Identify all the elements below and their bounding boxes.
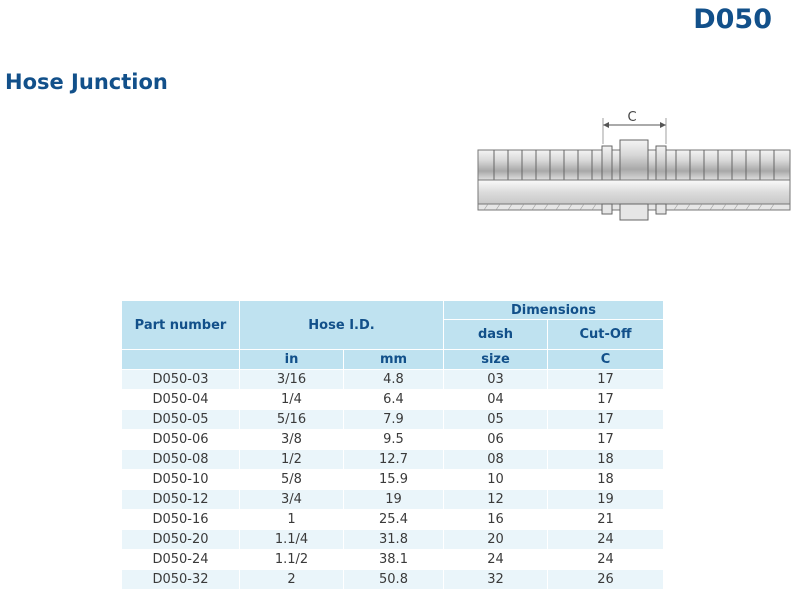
table-row: D050-06 3/8 9.5 06 17 bbox=[121, 429, 664, 450]
cell-hose-mm: 7.9 bbox=[343, 409, 444, 430]
cell-hose-in: 5/8 bbox=[239, 469, 344, 490]
cell-cut-off: 19 bbox=[547, 489, 664, 510]
cell-cut-off: 21 bbox=[547, 509, 664, 530]
cell-part-number: D050-06 bbox=[121, 429, 240, 450]
cell-hose-mm: 12.7 bbox=[343, 449, 444, 470]
subheader-c: C bbox=[547, 349, 664, 370]
cell-hose-in: 2 bbox=[239, 569, 344, 590]
table-row: D050-10 5/8 15.9 10 18 bbox=[121, 469, 664, 490]
dimension-c-label: C bbox=[627, 110, 636, 125]
cell-cut-off: 17 bbox=[547, 429, 664, 450]
table-row: D050-20 1.1/4 31.8 20 24 bbox=[121, 529, 664, 550]
hose-junction-drawing: C bbox=[477, 110, 791, 221]
cell-part-number: D050-12 bbox=[121, 489, 240, 510]
cell-hose-in: 1 bbox=[239, 509, 344, 530]
cell-hose-mm: 38.1 bbox=[343, 549, 444, 570]
cell-hose-in: 1/2 bbox=[239, 449, 344, 470]
cell-hose-mm: 25.4 bbox=[343, 509, 444, 530]
cell-part-number: D050-32 bbox=[121, 569, 240, 590]
cell-dash-size: 06 bbox=[443, 429, 548, 450]
header-cut-off: Cut-Off bbox=[547, 319, 664, 350]
table-row: D050-12 3/4 19 12 19 bbox=[121, 489, 664, 510]
cell-dash-size: 16 bbox=[443, 509, 548, 530]
cell-part-number: D050-24 bbox=[121, 549, 240, 570]
page-title: Hose Junction bbox=[5, 70, 168, 94]
cell-cut-off: 17 bbox=[547, 409, 664, 430]
cell-hose-in: 1.1/4 bbox=[239, 529, 344, 550]
cell-hose-in: 1/4 bbox=[239, 389, 344, 410]
spec-table: Part number Hose I.D. Dimensions dash Cu… bbox=[121, 300, 664, 590]
cell-dash-size: 24 bbox=[443, 549, 548, 570]
product-code: D050 bbox=[693, 4, 772, 35]
table-row: D050-05 5/16 7.9 05 17 bbox=[121, 409, 664, 430]
cell-dash-size: 20 bbox=[443, 529, 548, 550]
table-row: D050-32 2 50.8 32 26 bbox=[121, 569, 664, 590]
cell-part-number: D050-04 bbox=[121, 389, 240, 410]
table-row: D050-03 3/16 4.8 03 17 bbox=[121, 369, 664, 390]
cell-cut-off: 24 bbox=[547, 529, 664, 550]
cell-part-number: D050-03 bbox=[121, 369, 240, 390]
subheader-blank bbox=[121, 349, 240, 370]
table-row: D050-08 1/2 12.7 08 18 bbox=[121, 449, 664, 470]
cell-part-number: D050-08 bbox=[121, 449, 240, 470]
header-part-number: Part number bbox=[121, 300, 240, 350]
cell-hose-in: 3/8 bbox=[239, 429, 344, 450]
table-row: D050-24 1.1/2 38.1 24 24 bbox=[121, 549, 664, 570]
header-dash: dash bbox=[443, 319, 548, 350]
cell-cut-off: 18 bbox=[547, 449, 664, 470]
cell-part-number: D050-05 bbox=[121, 409, 240, 430]
cell-dash-size: 04 bbox=[443, 389, 548, 410]
cell-part-number: D050-20 bbox=[121, 529, 240, 550]
cell-cut-off: 18 bbox=[547, 469, 664, 490]
cell-hose-mm: 6.4 bbox=[343, 389, 444, 410]
cell-hose-in: 3/4 bbox=[239, 489, 344, 510]
table-row: D050-16 1 25.4 16 21 bbox=[121, 509, 664, 530]
cell-hose-in: 3/16 bbox=[239, 369, 344, 390]
cell-cut-off: 17 bbox=[547, 369, 664, 390]
cell-hose-mm: 19 bbox=[343, 489, 444, 510]
subheader-mm: mm bbox=[343, 349, 444, 370]
cell-dash-size: 05 bbox=[443, 409, 548, 430]
cell-cut-off: 24 bbox=[547, 549, 664, 570]
table-row: D050-04 1/4 6.4 04 17 bbox=[121, 389, 664, 410]
cell-dash-size: 32 bbox=[443, 569, 548, 590]
cell-hose-mm: 4.8 bbox=[343, 369, 444, 390]
table-body: D050-03 3/16 4.8 03 17 D050-04 1/4 6.4 04 17 D050-… bbox=[121, 369, 664, 590]
subheader-size: size bbox=[443, 349, 548, 370]
cell-hose-mm: 9.5 bbox=[343, 429, 444, 450]
subheader-in: in bbox=[239, 349, 344, 370]
cell-cut-off: 17 bbox=[547, 389, 664, 410]
cell-part-number: D050-10 bbox=[121, 469, 240, 490]
cell-dash-size: 10 bbox=[443, 469, 548, 490]
cell-hose-in: 5/16 bbox=[239, 409, 344, 430]
cell-dash-size: 03 bbox=[443, 369, 548, 390]
cell-cut-off: 26 bbox=[547, 569, 664, 590]
header-hose-id: Hose I.D. bbox=[239, 300, 444, 350]
cell-hose-mm: 31.8 bbox=[343, 529, 444, 550]
cell-dash-size: 08 bbox=[443, 449, 548, 470]
cell-dash-size: 12 bbox=[443, 489, 548, 510]
cell-hose-mm: 50.8 bbox=[343, 569, 444, 590]
cell-hose-in: 1.1/2 bbox=[239, 549, 344, 570]
cell-part-number: D050-16 bbox=[121, 509, 240, 530]
cell-hose-mm: 15.9 bbox=[343, 469, 444, 490]
header-dimensions: Dimensions bbox=[443, 300, 664, 320]
